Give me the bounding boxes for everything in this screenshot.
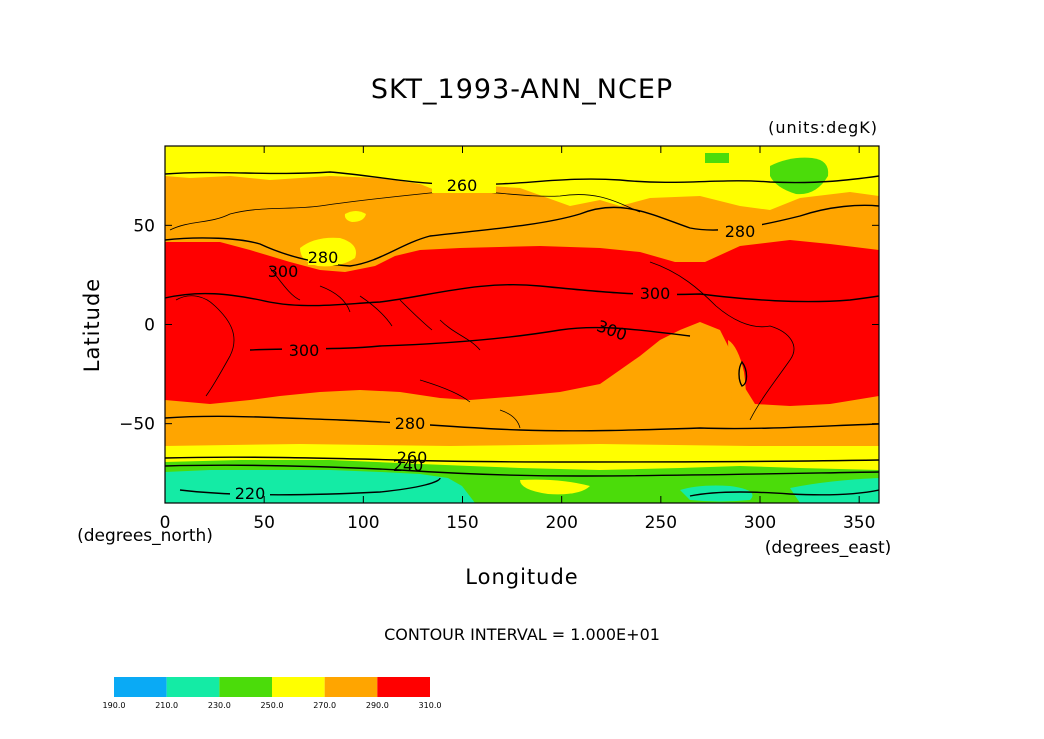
- x-axis-ticks: 0 50 100 150 200 250 300 350: [160, 146, 875, 533]
- band-230-250-greenland-top: [705, 153, 729, 163]
- y-tick-label: −50: [119, 415, 155, 435]
- colorbar-swatch: [377, 677, 430, 697]
- y-axis-ticks: 50 0 −50: [119, 216, 879, 435]
- colorbar-tick-label: 210.0: [155, 701, 178, 710]
- band-250-270-tibet-2: [344, 211, 366, 222]
- units-label: (units:degK): [768, 118, 878, 137]
- band-250-270-coast: [520, 479, 590, 495]
- contour-interval-note: CONTOUR INTERVAL = 1.000E+01: [384, 625, 660, 644]
- colorbar-swatch: [324, 677, 378, 697]
- colorbar-tick-label: 270.0: [313, 701, 336, 710]
- y-tick-label: 50: [133, 216, 155, 236]
- colorbar-tick-label: 250.0: [261, 701, 284, 710]
- colorbar-tick-label: 290.0: [366, 701, 389, 710]
- x-tick-label: 300: [744, 513, 776, 533]
- x-axis-label: Longitude: [465, 565, 578, 589]
- contour-label-300-asia: 300: [268, 262, 299, 281]
- band-230-250-greenland: [770, 157, 829, 195]
- contour-label-300-indian: 300: [289, 341, 320, 360]
- colorbar-swatch: [272, 677, 325, 697]
- contour-label-300-pacific: 300: [640, 284, 671, 303]
- x-tick-label: 0: [160, 513, 171, 533]
- contour-label-260: 260: [447, 176, 478, 195]
- band-210-230-east2: [790, 478, 879, 503]
- colorbar-swatch: [114, 677, 167, 697]
- x-tick-label: 50: [253, 513, 275, 533]
- chart-title: SKT_1993-ANN_NCEP: [371, 74, 673, 105]
- band-250-270-north: [165, 146, 879, 210]
- contour-label-220: 220: [235, 484, 266, 503]
- band-290-310: [165, 240, 879, 406]
- x-unit-right: (degrees_east): [765, 538, 892, 558]
- contour-label-280-tibet: 280: [308, 248, 339, 267]
- x-tick-label: 350: [843, 513, 875, 533]
- y-tick-label: 0: [144, 316, 155, 336]
- coastlines: [169, 190, 795, 429]
- colorbar-tick-label: 310.0: [419, 701, 442, 710]
- temperature-field: [165, 146, 879, 503]
- contour-label-240: 240: [393, 456, 424, 475]
- colorbar-swatch: [166, 677, 220, 697]
- x-tick-label: 250: [645, 513, 677, 533]
- x-unit-left: (degrees_north): [77, 526, 213, 546]
- y-axis-label: Latitude: [80, 278, 104, 372]
- x-tick-label: 100: [347, 513, 379, 533]
- contour-labels: 260 280 280 300 300 300 300 280 260 240 …: [230, 176, 762, 503]
- contour-lines: [165, 171, 879, 497]
- band-270-290-andes: [728, 340, 746, 430]
- contour-label-280-south: 280: [395, 414, 426, 433]
- colorbar-swatch: [219, 677, 272, 697]
- colorbar-tick-label: 190.0: [103, 701, 126, 710]
- colorbar: 190.0 210.0 230.0 250.0 270.0 290.0 310.0: [103, 677, 442, 710]
- x-tick-label: 150: [446, 513, 478, 533]
- x-tick-label: 200: [545, 513, 577, 533]
- contour-label-260-south: 260: [397, 448, 428, 467]
- contour-label-280: 280: [725, 222, 756, 241]
- colorbar-tick-label: 230.0: [208, 701, 231, 710]
